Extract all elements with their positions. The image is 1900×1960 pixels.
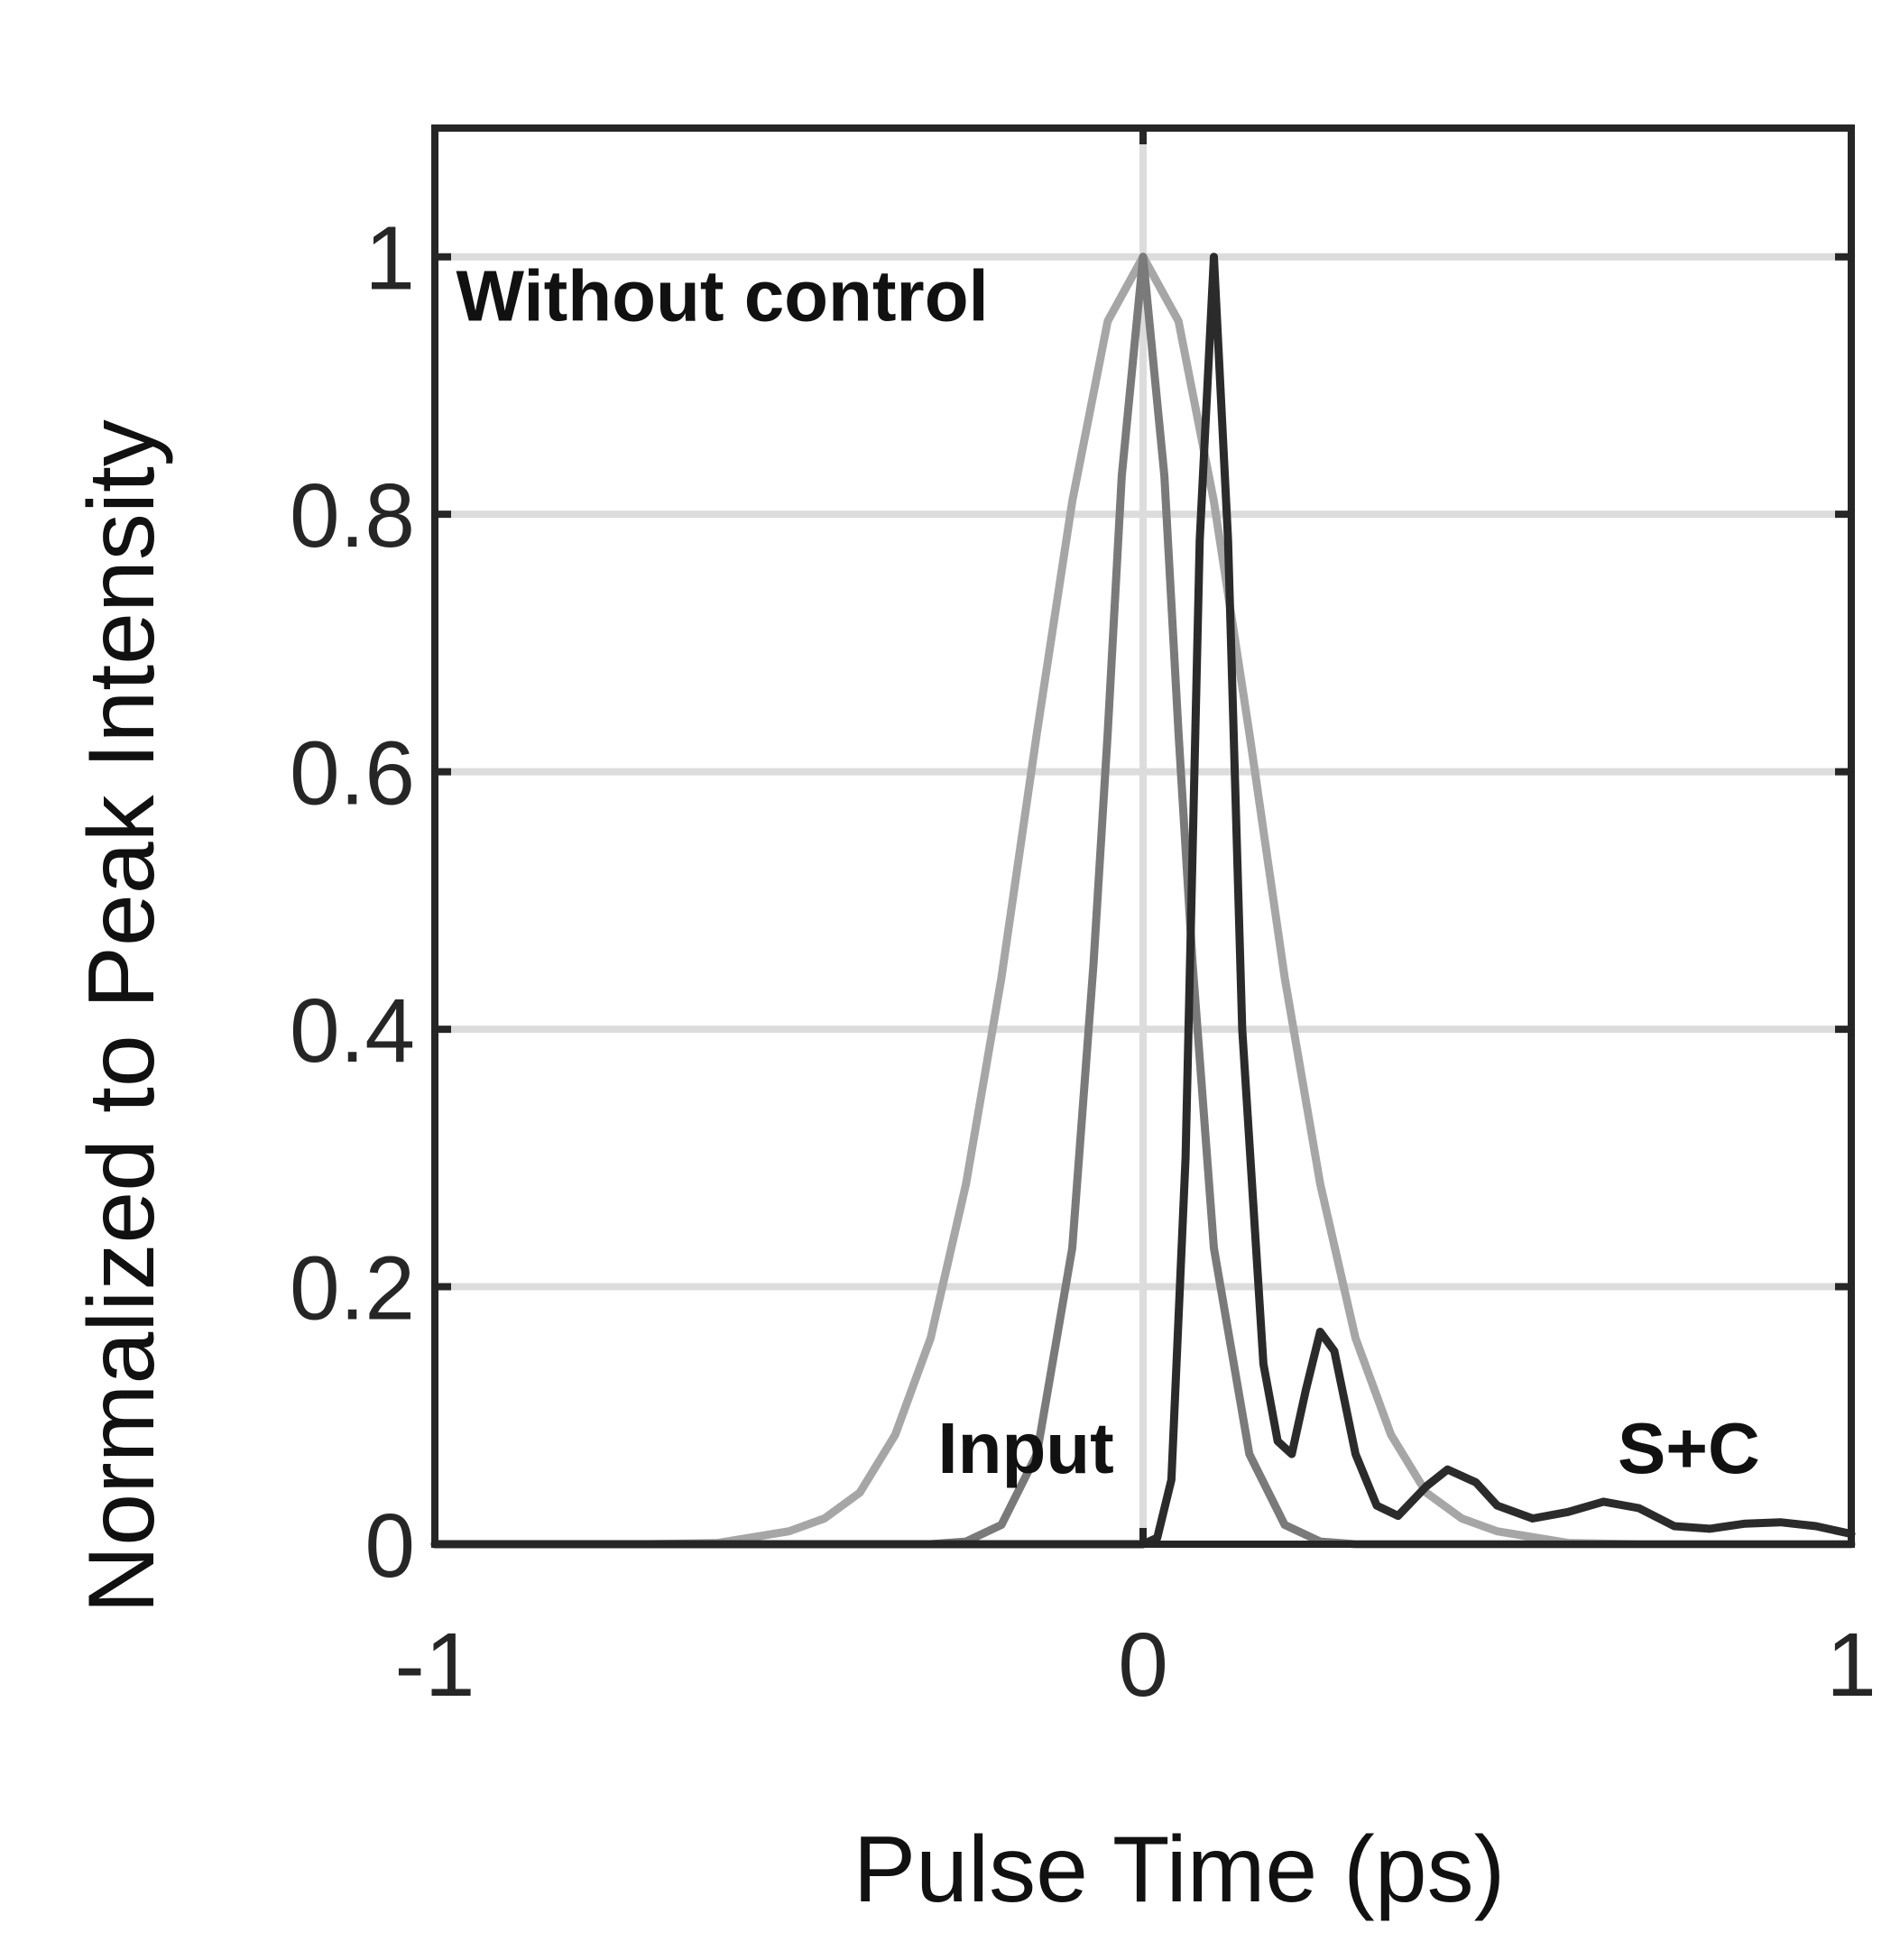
x-tick-label: -1 [395,1615,475,1716]
series-line-input [430,253,1856,1549]
y-tick-label: 0.8 [290,465,415,566]
axis-ticks: 0 0.2 0.4 0.6 0.8 1 -1 0 1 [290,128,1877,1716]
grid-lines [435,128,1851,1544]
y-tick-label: 0.4 [290,980,415,1081]
series-layer [430,253,1856,1549]
annotation-input: Input [937,1408,1113,1488]
y-tick-label: 0 [364,1495,415,1597]
x-axis-title: Pulse Time (ps) [853,1817,1505,1922]
annotations: Without control Input S+C [457,256,1760,1488]
x-tick-label: 1 [1826,1615,1877,1716]
annotation-s-c: S+C [1618,1408,1760,1488]
y-tick-label: 1 [364,208,415,309]
y-axis-title: Normalized to Peak Intensity [69,419,174,1614]
y-tick-label: 0.2 [290,1238,415,1339]
annotation-without-control: Without control [457,256,989,336]
x-tick-label: 0 [1118,1615,1168,1716]
y-tick-label: 0.6 [290,723,415,824]
series-line-s-c [430,253,1856,1549]
